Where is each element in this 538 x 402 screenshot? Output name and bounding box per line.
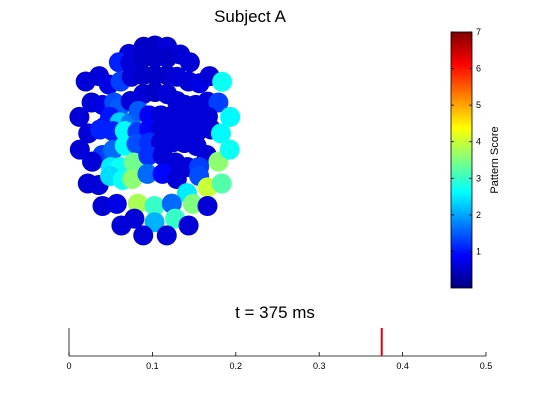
electrode-109 — [178, 215, 199, 236]
electrode-106 — [124, 208, 145, 229]
timeline-tick-label-2: 0.2 — [230, 361, 243, 371]
timeline-tick-label-5: 0.5 — [480, 361, 493, 371]
electrode-81 — [138, 145, 159, 166]
electrode-10 — [157, 47, 178, 68]
colorbar-tick-label-7: 7 — [476, 27, 481, 37]
electrode-11 — [179, 52, 200, 73]
time-label: t = 375 ms — [235, 303, 315, 322]
timeline-tick-label-1: 0.1 — [146, 361, 159, 371]
electrode-77 — [82, 151, 102, 172]
colorbar-tick-label-2: 2 — [476, 210, 481, 220]
electrode-37 — [208, 92, 229, 113]
timeline-axis: 0 0.1 0.2 0.3 0.4 0.5 — [66, 328, 492, 371]
electrode-104 — [197, 196, 218, 216]
chart-title: Subject A — [214, 7, 286, 26]
electrode-93 — [166, 169, 187, 189]
timeline-tick-label-3: 0.3 — [313, 361, 326, 371]
colorbar-tick-label-5: 5 — [476, 100, 481, 110]
timeline-tick-label-4: 0.4 — [396, 361, 409, 371]
colorbar-ticks: 1 2 3 4 5 6 7 — [451, 27, 481, 256]
electrode-97 — [211, 173, 232, 194]
electrode-100 — [127, 193, 148, 214]
electrode-24 — [212, 71, 233, 92]
electrode-103 — [182, 193, 203, 214]
electrode-110 — [133, 225, 154, 246]
electrode-107 — [144, 212, 165, 233]
electrode-90 — [122, 169, 143, 189]
electrode-scatter — [69, 35, 241, 246]
electrode-111 — [156, 225, 177, 246]
colorbar: 1 2 3 4 5 6 7 Pattern Score — [450, 27, 501, 289]
colorbar-tick-label-3: 3 — [476, 173, 481, 183]
electrode-38 — [69, 106, 90, 127]
electrode-99 — [106, 193, 127, 214]
timeline-tick-label-0: 0 — [66, 361, 71, 371]
timeline-ticks: 0 0.1 0.2 0.3 0.4 0.5 — [66, 352, 492, 371]
colorbar-tick-label-6: 6 — [476, 64, 481, 74]
colorbar-label: Pattern Score — [489, 126, 501, 193]
electrode-101 — [144, 196, 165, 216]
electrode-50 — [220, 106, 241, 127]
colorbar-tick-label-4: 4 — [476, 137, 481, 147]
electrode-63 — [69, 139, 90, 160]
electrode-76 — [219, 139, 240, 160]
electrode-91 — [137, 163, 158, 184]
electrode-62 — [210, 123, 231, 144]
electrode-102 — [161, 193, 182, 214]
colorbar-tick-label-1: 1 — [476, 246, 481, 256]
colorbar-gradient — [450, 31, 473, 289]
